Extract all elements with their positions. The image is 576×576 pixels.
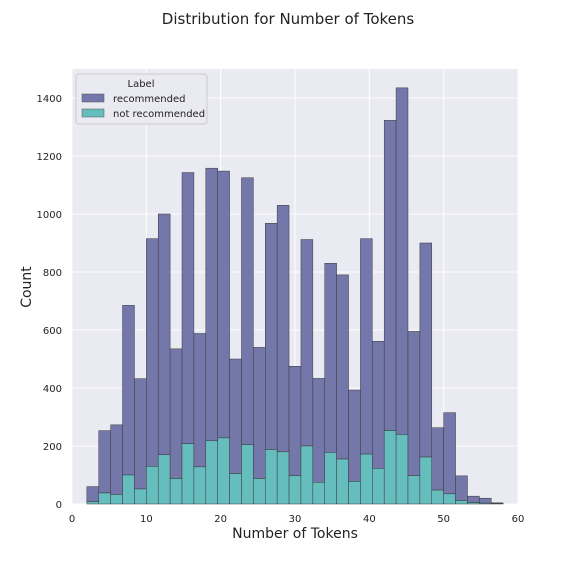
bar-not-recommended (395, 434, 409, 505)
bar-not-recommended (407, 475, 421, 505)
bar-recommended (134, 378, 147, 490)
bar-recommended (395, 87, 409, 435)
bar-not-recommended (431, 489, 444, 505)
bar-recommended (455, 475, 468, 501)
bar-recommended (86, 486, 100, 502)
bar-recommended (324, 263, 337, 453)
bar-recommended (288, 366, 302, 476)
bar-recommended (312, 378, 325, 483)
y-tick-label: 1400 (37, 94, 62, 105)
bar-not-recommended (157, 454, 171, 505)
bar-recommended (122, 305, 135, 476)
bar-recommended (443, 412, 456, 495)
bar-recommended (169, 348, 183, 479)
bar-not-recommended (276, 451, 290, 505)
y-tick-label: 600 (43, 326, 62, 337)
bar-not-recommended (205, 440, 218, 505)
bar-recommended (157, 213, 171, 455)
bar-not-recommended (467, 502, 480, 505)
bar-recommended (217, 170, 230, 439)
y-tick-label: 1200 (37, 152, 62, 163)
bar-recommended (241, 177, 254, 445)
bar-recommended (98, 430, 111, 494)
bar-not-recommended (372, 468, 385, 505)
bar-not-recommended (443, 493, 456, 505)
bar-not-recommended (86, 501, 100, 505)
legend-title: Label (128, 79, 155, 90)
y-tick-label: 800 (43, 268, 62, 279)
bar-recommended (110, 424, 123, 495)
x-tick-label: 0 (69, 514, 75, 525)
bar-recommended (383, 120, 397, 431)
y-axis-label: Count (19, 266, 35, 308)
legend-label-not-recommended: not recommended (113, 109, 205, 120)
chart-title: Distribution for Number of Tokens (162, 10, 415, 28)
legend-label-recommended: recommended (113, 94, 185, 105)
y-tick-label: 0 (56, 500, 62, 511)
bar-not-recommended (265, 449, 278, 505)
bar-not-recommended (181, 443, 195, 505)
bar-not-recommended (229, 473, 242, 505)
y-tick-label: 400 (43, 384, 62, 395)
y-tick-label: 200 (43, 442, 62, 453)
bar-not-recommended (146, 466, 159, 505)
legend: Label recommended not recommended (75, 73, 208, 125)
legend-swatch-not-recommended (81, 108, 105, 118)
bar-not-recommended (98, 492, 111, 505)
bar-not-recommended (217, 437, 230, 505)
bar-not-recommended (134, 488, 147, 505)
bar-recommended (205, 167, 218, 442)
bars (86, 87, 504, 505)
bar-not-recommended (288, 475, 302, 505)
bar-recommended (253, 347, 266, 479)
bar-not-recommended (300, 445, 314, 505)
bar-not-recommended (241, 444, 254, 505)
bar-recommended (265, 223, 278, 450)
legend-swatch-recommended (81, 93, 105, 103)
bar-not-recommended (490, 503, 504, 505)
bar-recommended (419, 242, 433, 458)
bar-not-recommended (455, 500, 468, 505)
bar-not-recommended (336, 458, 349, 505)
bar-recommended (229, 358, 242, 474)
bar-not-recommended (253, 478, 266, 505)
bar-recommended (348, 389, 361, 482)
bar-not-recommended (383, 430, 397, 505)
bar-recommended (407, 331, 421, 476)
bar-recommended (181, 172, 195, 444)
y-tick-label: 1000 (37, 210, 62, 221)
x-tick-label: 20 (214, 514, 227, 525)
x-tick-labels: 0 10 20 30 40 50 60 (69, 514, 525, 525)
bar-not-recommended (312, 482, 325, 505)
bar-not-recommended (122, 474, 135, 505)
legend-box (75, 73, 208, 125)
bar-not-recommended (193, 466, 207, 505)
x-tick-label: 60 (512, 514, 525, 525)
bar-not-recommended (110, 494, 123, 505)
x-axis-label: Number of Tokens (232, 526, 358, 542)
x-tick-label: 40 (363, 514, 376, 525)
x-tick-label: 10 (140, 514, 153, 525)
bar-recommended (431, 427, 444, 491)
bar-recommended (336, 274, 349, 460)
x-tick-label: 50 (437, 514, 450, 525)
bar-not-recommended (360, 453, 373, 505)
bar-recommended (467, 495, 480, 503)
y-tick-labels: 0 200 400 600 800 1000 1200 1400 (37, 94, 62, 511)
bar-not-recommended (348, 481, 361, 505)
bar-recommended (276, 205, 290, 453)
bar-recommended (372, 341, 385, 469)
bar-not-recommended (419, 456, 433, 505)
bar-not-recommended (479, 502, 492, 505)
bar-recommended (193, 333, 207, 468)
x-tick-label: 30 (289, 514, 302, 525)
bar-not-recommended (169, 478, 183, 505)
bar-recommended (146, 238, 159, 467)
bar-not-recommended (324, 452, 337, 505)
bar-recommended (360, 238, 373, 455)
bar-recommended (300, 239, 314, 447)
bar-recommended (479, 497, 492, 504)
